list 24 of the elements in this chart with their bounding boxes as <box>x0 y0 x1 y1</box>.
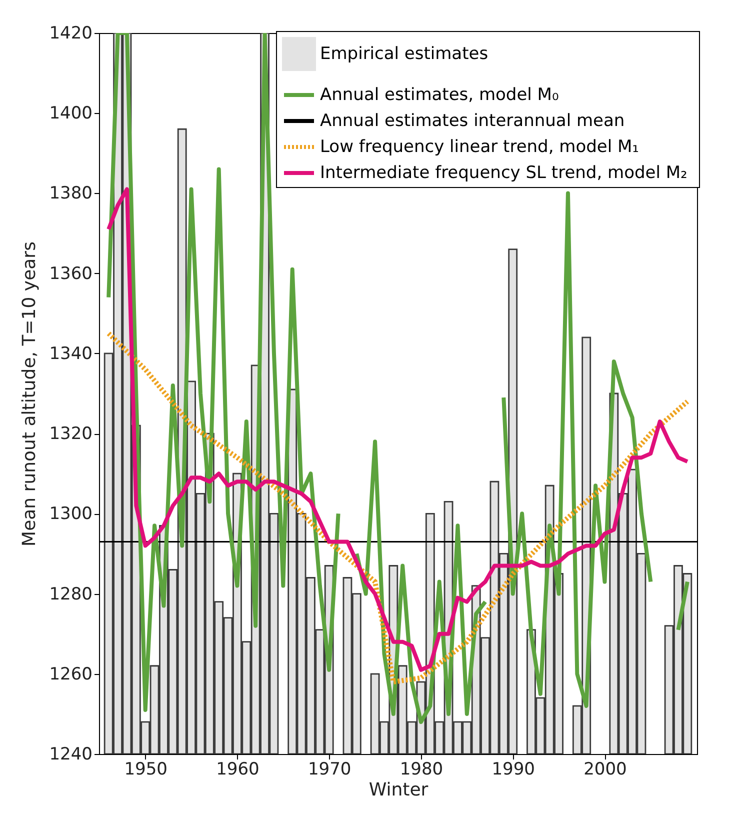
y-tick-label: 1400 <box>49 104 92 124</box>
x-axis-title: Winter <box>368 780 429 800</box>
y-tick-label: 1340 <box>49 344 92 364</box>
legend-label: Empirical estimates <box>320 44 488 64</box>
legend-label: Intermediate frequency SL trend, model M₂ <box>320 163 688 183</box>
y-tick-label: 1380 <box>49 184 92 204</box>
y-tick-label: 1280 <box>49 584 92 604</box>
x-tick-label: 2000 <box>584 760 627 780</box>
legend-label: Low frequency linear trend, model M₁ <box>320 137 639 157</box>
y-tick-label: 1260 <box>49 664 92 684</box>
y-tick-label: 1320 <box>49 424 92 444</box>
x-tick-label: 1960 <box>216 760 260 780</box>
x-tick-label: 1980 <box>400 760 444 780</box>
line-series <box>106 187 690 672</box>
y-tick-label: 1240 <box>49 744 92 764</box>
y-axis-title: Mean runout altitude, T=10 years <box>19 242 40 546</box>
y-tick-label: 1420 <box>49 24 92 44</box>
x-tick-label: 1950 <box>124 760 168 780</box>
legend-label: Annual estimates interannual mean <box>320 111 625 131</box>
y-tick-label: 1300 <box>49 504 92 524</box>
x-tick-label: 1990 <box>492 760 535 780</box>
y-tick-label: 1360 <box>49 264 92 284</box>
legend-label: Annual estimates, model M₀ <box>320 85 559 105</box>
x-tick-label: 1970 <box>308 760 352 780</box>
